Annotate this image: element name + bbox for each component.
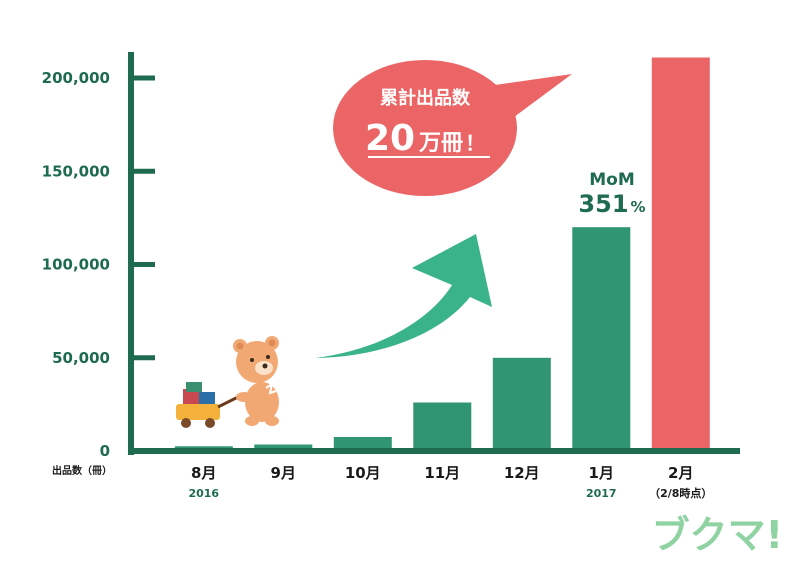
book-blue <box>199 392 215 406</box>
bubble-exclaim: ！ <box>465 131 485 155</box>
book-red <box>183 389 201 406</box>
mom-label: MoM <box>589 170 635 190</box>
x-tick-label: 8月 <box>191 464 216 482</box>
bubble-title: 累計出品数 <box>380 87 471 109</box>
y-tick-label: 150,000 <box>42 162 110 180</box>
mom-number: 351 <box>578 190 628 218</box>
bear-eye-left <box>250 358 254 362</box>
x-sublabel: 2017 <box>586 487 617 500</box>
bar-2 <box>254 444 313 451</box>
bear-eye-right <box>266 355 270 359</box>
bar-4 <box>413 402 472 451</box>
bar-3 <box>333 437 392 451</box>
bubble-tail <box>495 74 572 120</box>
mom-value: 351% <box>578 190 645 218</box>
x-axis-labels: 8月 2016 9月 10月 11月 12月 1月 2017 2月 （2/8時点） <box>188 464 712 500</box>
x-sublabel: （2/8時点） <box>649 486 712 500</box>
y-tick-label: 0 <box>100 442 110 460</box>
x-tick-label: 12月 <box>504 464 540 482</box>
x-tick-label: 9月 <box>271 464 296 482</box>
bubble-number: 20 <box>365 118 415 159</box>
bars-group <box>174 57 710 452</box>
x-sublabel: 2016 <box>188 487 219 500</box>
x-tick-label: 2月 <box>668 464 693 482</box>
book-green <box>186 382 202 392</box>
bear-leg-right <box>265 416 279 426</box>
bear-mascot-illustration <box>176 336 279 428</box>
y-axis: 0 50,000 100,000 150,000 200,000 <box>42 52 740 460</box>
bear-arm <box>236 392 252 402</box>
bear-nose <box>262 363 268 369</box>
bar-7 <box>651 57 710 451</box>
bear-bookmark-mark <box>265 381 277 395</box>
bubble-unit: 万冊 <box>418 131 463 156</box>
bear-body <box>245 382 279 422</box>
growth-arrow <box>315 234 492 358</box>
y-tick-label: 200,000 <box>42 69 110 87</box>
bar-6 <box>572 227 631 451</box>
bubble-amount: 20 万冊！ <box>365 118 485 159</box>
bukuma-logo: ブクマ! <box>652 513 783 557</box>
cart-wheel-left <box>181 418 191 428</box>
bubble-body <box>333 60 517 196</box>
mom-percent: % <box>631 198 646 216</box>
cart-body <box>176 404 220 420</box>
y-axis-label: 出品数（冊） <box>52 464 112 477</box>
bear-ear-left-inner <box>236 342 244 350</box>
total-listings-bubble: 累計出品数 20 万冊！ <box>333 60 572 196</box>
y-tick-label: 50,000 <box>52 349 110 367</box>
cart-wheel-right <box>205 418 215 428</box>
x-tick-label: 11月 <box>424 464 460 482</box>
x-tick-label: 10月 <box>345 464 381 482</box>
x-tick-label: 1月 <box>589 464 614 482</box>
bear-leg-left <box>245 416 259 426</box>
bear-ear-right-inner <box>268 339 276 347</box>
y-tick-label: 100,000 <box>42 256 110 274</box>
bar-5 <box>492 357 551 452</box>
